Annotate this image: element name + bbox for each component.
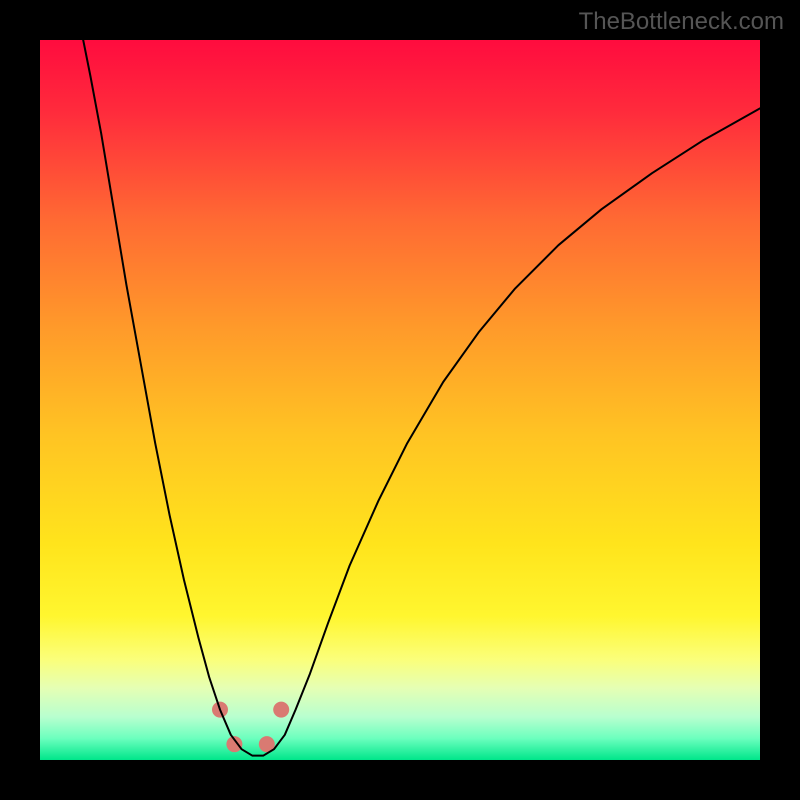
curve-layer: [40, 40, 760, 760]
marker-dot: [273, 702, 289, 718]
bottleneck-curve: [83, 40, 760, 756]
plot-area: [40, 40, 760, 760]
watermark-text: TheBottleneck.com: [579, 8, 784, 36]
